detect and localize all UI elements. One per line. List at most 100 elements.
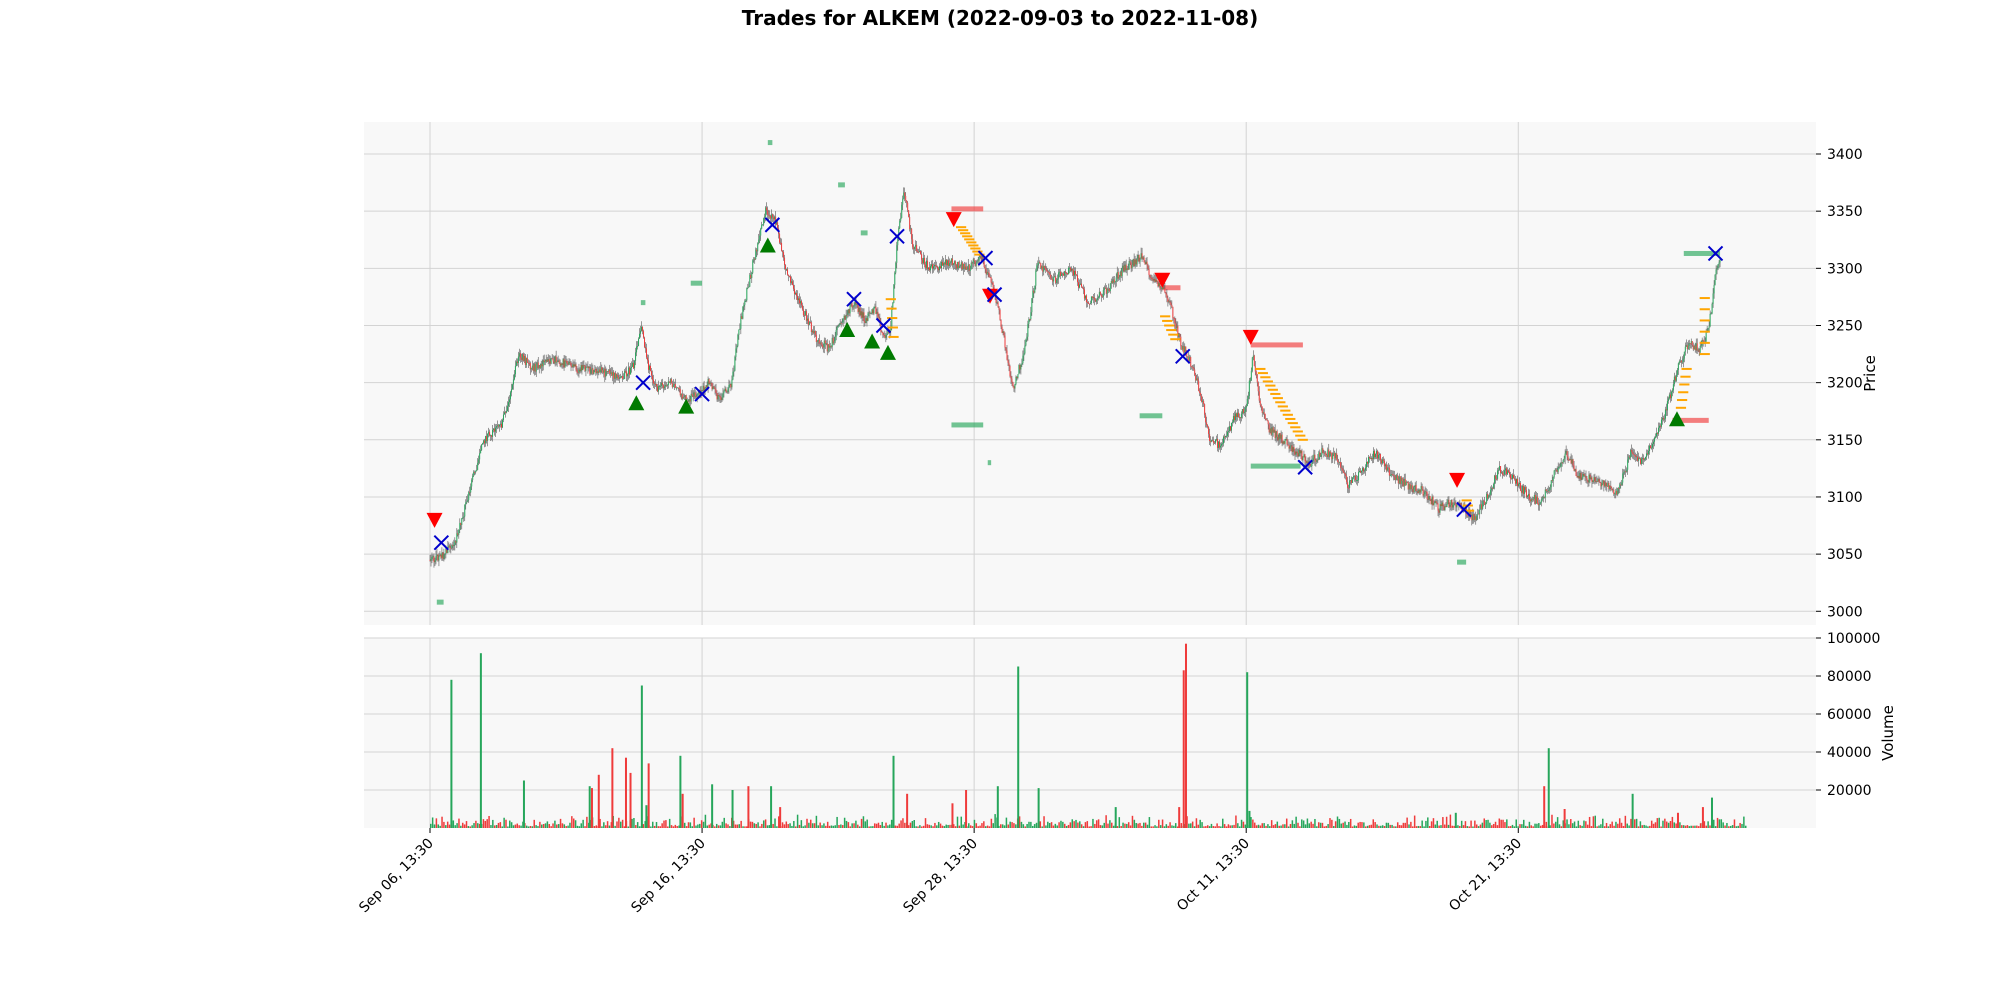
volume-bar bbox=[1193, 826, 1196, 828]
volume-bar bbox=[793, 820, 795, 828]
candle-body bbox=[744, 300, 746, 305]
candle-body bbox=[873, 306, 875, 314]
candle-body bbox=[771, 214, 773, 219]
candle-body bbox=[1158, 282, 1160, 287]
candle-body bbox=[782, 250, 784, 253]
candle-body bbox=[438, 555, 440, 561]
candle-body bbox=[1600, 482, 1602, 487]
volume-bar bbox=[699, 823, 701, 828]
volume-bar bbox=[1393, 826, 1395, 828]
candle-body bbox=[645, 348, 647, 358]
candle-body bbox=[673, 384, 675, 385]
candle-body bbox=[1396, 475, 1398, 479]
candle-body bbox=[640, 330, 642, 334]
candle-body bbox=[763, 218, 765, 225]
candle-body bbox=[1432, 496, 1434, 506]
candle-body bbox=[1210, 441, 1212, 442]
candle-body bbox=[1441, 502, 1443, 507]
candle-body bbox=[571, 366, 573, 368]
volume-bar bbox=[1534, 823, 1536, 828]
candle-body bbox=[1531, 499, 1533, 501]
exit-marker-stroke bbox=[889, 228, 905, 245]
candle-body bbox=[1155, 280, 1157, 282]
candle-body bbox=[1340, 462, 1342, 468]
volume-bar bbox=[531, 826, 534, 828]
candle-body bbox=[1194, 369, 1196, 375]
candle-body bbox=[787, 269, 789, 275]
candle-body bbox=[486, 436, 488, 441]
candle-body bbox=[1221, 443, 1223, 446]
volume-bar bbox=[537, 826, 539, 828]
candle-body bbox=[1062, 273, 1064, 275]
candle-body bbox=[660, 382, 662, 386]
volume-profile-bar bbox=[690, 280, 703, 286]
candle-body bbox=[1489, 494, 1491, 496]
candle-body bbox=[1142, 257, 1144, 259]
candle-body bbox=[664, 384, 666, 387]
volume-bar bbox=[719, 825, 722, 828]
candle-body bbox=[893, 284, 895, 304]
candle-body bbox=[1564, 453, 1566, 459]
candle-body bbox=[1006, 350, 1008, 360]
candle-body bbox=[1607, 482, 1609, 487]
volume-bar bbox=[1714, 826, 1717, 828]
candle-body bbox=[1440, 504, 1442, 507]
volume-bar bbox=[1161, 819, 1164, 828]
candle-body bbox=[1245, 405, 1247, 408]
volume-bar bbox=[1613, 825, 1615, 828]
volume-bar bbox=[1079, 821, 1081, 828]
candle-body bbox=[796, 295, 798, 301]
volume-bar bbox=[1735, 826, 1738, 828]
volume-bar bbox=[1577, 820, 1580, 828]
candle-body bbox=[1198, 380, 1200, 392]
candle-body bbox=[1124, 264, 1126, 272]
volume-bar bbox=[1391, 824, 1393, 828]
candle-body bbox=[1394, 476, 1396, 481]
volume-bar bbox=[1720, 819, 1723, 828]
candle-body bbox=[845, 314, 847, 320]
volume-bar bbox=[1598, 825, 1600, 828]
candle-body bbox=[479, 453, 481, 460]
candle-body bbox=[1018, 364, 1020, 375]
candle-body bbox=[1225, 435, 1227, 437]
volume-bar bbox=[691, 826, 693, 828]
volume-bar bbox=[1045, 825, 1047, 828]
candle-body bbox=[743, 304, 745, 307]
candle-body bbox=[1066, 273, 1068, 274]
volume-bar bbox=[977, 826, 979, 828]
candle-body bbox=[490, 435, 492, 437]
volume-bar bbox=[1336, 816, 1339, 828]
x-tick-label: Sep 06, 13:30 bbox=[356, 836, 437, 917]
candle-body bbox=[676, 387, 678, 389]
volume-bar bbox=[873, 823, 876, 828]
candle-body bbox=[1175, 323, 1177, 329]
volume-bar bbox=[1056, 825, 1058, 828]
volume-bar bbox=[1581, 825, 1583, 828]
candle-body bbox=[1498, 469, 1500, 471]
candle-body bbox=[720, 397, 722, 401]
candle-body bbox=[877, 311, 879, 317]
candle-body bbox=[1625, 471, 1627, 473]
volume-bar bbox=[1466, 826, 1469, 828]
volume-bar bbox=[817, 825, 820, 828]
candle-body bbox=[1438, 510, 1440, 513]
candle-body bbox=[790, 276, 792, 283]
candle-body bbox=[954, 261, 956, 265]
x-tick-label: Oct 11, 13:30 bbox=[1174, 836, 1253, 915]
candle-body bbox=[1379, 454, 1381, 461]
volume-bar bbox=[1643, 824, 1645, 828]
candle-body bbox=[1117, 272, 1119, 279]
volume-bar bbox=[1325, 825, 1327, 828]
candle-body bbox=[858, 307, 860, 312]
candle-body bbox=[602, 370, 604, 373]
candle-body bbox=[1596, 481, 1598, 482]
volume-bar bbox=[855, 820, 857, 828]
volume-bar bbox=[1472, 826, 1474, 828]
candle-body bbox=[1180, 336, 1182, 347]
volume-bar bbox=[1342, 822, 1344, 828]
volume-bar bbox=[668, 818, 671, 828]
volume-bar bbox=[1020, 821, 1023, 828]
candle-body bbox=[894, 272, 896, 285]
candle-body bbox=[830, 346, 832, 347]
candle-body bbox=[1045, 267, 1047, 270]
